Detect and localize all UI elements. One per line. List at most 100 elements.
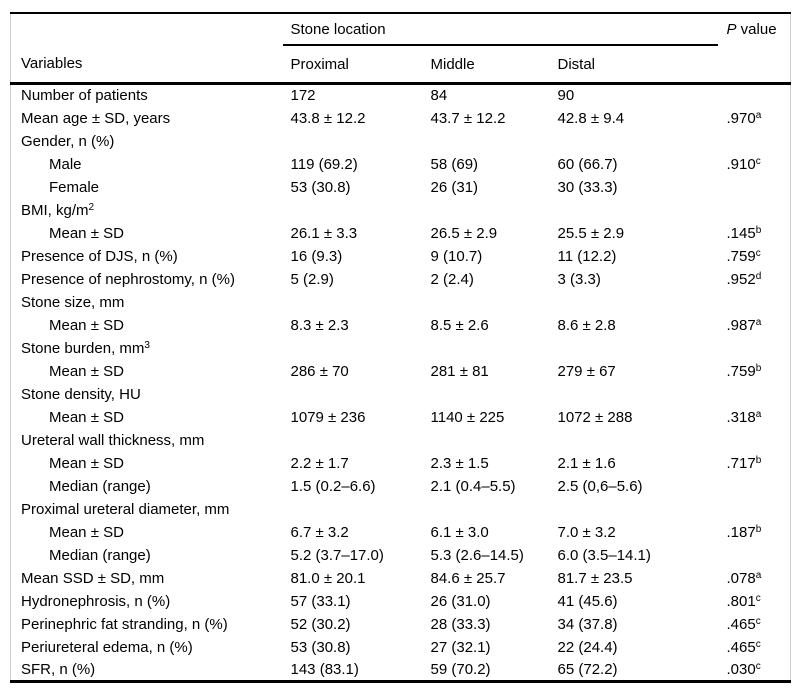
cell-distal: 7.0 ± 3.2 [557,523,616,541]
cell-variable-label: Hydronephrosis, n (%) [21,592,171,610]
group-header-row: Stone location P value [10,12,791,46]
cell-p-value [718,130,791,153]
cell-p-value: .465c [726,638,761,656]
cell-proximal: 53 (30.8) [290,638,351,656]
cell-p-value: .952d [726,270,762,288]
cell-proximal: 5.2 (3.7–17.0) [290,546,384,564]
cell-proximal [283,383,423,406]
cell-middle [423,130,550,153]
cell-variable-label: Presence of DJS, n (%) [21,247,178,265]
table-row: Mean ± SD 8.3 ± 2.3 8.5 ± 2.6 8.6 ± 2.8 .987… [11,314,791,337]
cell-p-value [718,337,791,360]
superscript: c [755,155,761,167]
cell-variable-label: Stone burden, mm3 [21,339,150,357]
cell-variable-label: Mean ± SD [49,454,124,472]
cell-proximal: 43.8 ± 12.2 [290,109,366,127]
cell-proximal: 1079 ± 236 [290,408,366,426]
cell-p-value: .465c [726,615,761,633]
column-header-proximal: Proximal [282,45,423,85]
cell-distal: 25.5 ± 2.9 [557,224,625,242]
cell-p-value: .078a [726,569,762,587]
cell-middle: 2 (2.4) [430,270,474,288]
group-header-stone-location: Stone location [282,12,718,46]
cell-middle: 27 (32.1) [430,638,491,656]
cell-distal [550,291,718,314]
cell-distal: 279 ± 67 [557,362,616,380]
cell-distal [550,130,718,153]
cell-distal: 90 [557,87,575,105]
table-row: BMI, kg/m2 [11,199,791,222]
cell-middle: 58 (69) [430,155,479,173]
cell-middle: 9 (10.7) [430,247,483,265]
column-header-variables: Variables [10,45,283,85]
cell-middle [423,429,550,452]
cell-proximal: 53 (30.8) [290,178,351,196]
table-row: Female 53 (30.8) 26 (31) 30 (33.3) [11,176,791,199]
cell-distal [550,383,718,406]
column-header-row: Variables Proximal Middle Distal [10,45,791,85]
comparison-table: Stone location P value Variables Proxima… [10,12,791,683]
cell-p-value: .318a [726,408,762,426]
cell-middle [423,383,550,406]
cell-variable-label: Periureteral edema, n (%) [21,638,193,656]
superscript: b [755,523,762,535]
cell-distal: 81.7 ± 23.5 [557,569,633,587]
cell-middle: 8.5 ± 2.6 [430,316,489,334]
p-value-header: P value [717,12,791,45]
cell-middle [423,291,550,314]
table-row: Mean ± SD 26.1 ± 3.3 26.5 ± 2.9 25.5 ± 2.9.… [11,222,791,245]
cell-variable-label: Median (range) [49,477,151,495]
superscript: 3 [144,339,150,351]
superscript: c [755,592,761,604]
table-row: Number of patients 172 84 90 [11,84,791,107]
cell-distal: 2.1 ± 1.6 [557,454,616,472]
cell-proximal: 16 (9.3) [290,247,343,265]
cell-p-value: .187b [726,523,762,541]
cell-variable-label: Mean ± SD [49,316,124,334]
cell-variable-label: Stone size, mm [21,293,125,311]
table-row: Mean SSD ± SD, mm 81.0 ± 20.1 84.6 ± 25.7 8… [11,567,791,590]
cell-middle: 26 (31.0) [430,592,491,610]
cell-variable-label: Proximal ureteral diameter, mm [21,500,230,518]
table-row: Stone density, HU [11,383,791,406]
cell-proximal: 26.1 ± 3.3 [290,224,358,242]
table-header: Stone location P value Variables Proxima… [10,12,791,85]
table-row: Mean ± SD 2.2 ± 1.7 2.3 ± 1.5 2.1 ± 1.6 .717… [11,452,791,475]
cell-variable-label: Median (range) [49,546,151,564]
cell-variable-label: BMI, kg/m2 [21,201,95,219]
cell-proximal [283,130,423,153]
cell-variable-label: Stone density, HU [21,385,141,403]
cell-distal [550,498,718,521]
cell-proximal: 81.0 ± 20.1 [290,569,366,587]
cell-variable-label: Female [49,178,100,196]
cell-middle: 84.6 ± 25.7 [430,569,506,587]
cell-distal [550,199,718,222]
cell-middle: 26.5 ± 2.9 [430,224,498,242]
table-row: Hydronephrosis, n (%) 57 (33.1) 26 (31.0) 4… [11,590,791,613]
cell-proximal [283,291,423,314]
cell-p-value [718,544,791,567]
cell-middle: 43.7 ± 12.2 [430,109,506,127]
cell-distal [550,337,718,360]
table-row: Median (range) 5.2 (3.7–17.0) 5.3 (2.6–14.… [11,544,791,567]
cell-p-value: .970a [726,109,762,127]
cell-middle: 2.1 (0.4–5.5) [430,477,516,495]
cell-p-value: .759b [726,362,762,380]
cell-variable-label: Number of patients [21,87,148,105]
table-row: Presence of nephrostomy, n (%) 5 (2.9) 2 (… [11,268,791,291]
cell-middle [423,199,550,222]
cell-middle: 1140 ± 225 [430,408,505,426]
cell-variable-label: Mean age ± SD, years [21,109,171,127]
cell-middle: 26 (31) [430,178,479,196]
cell-proximal: 143 (83.1) [282,658,423,683]
cell-distal: 41 (45.6) [557,592,618,610]
table-row: Stone burden, mm3 [11,337,791,360]
cell-middle: 281 ± 81 [430,362,489,380]
cell-p-value [718,199,791,222]
superscript: c [755,247,761,259]
cell-p-value: .759c [726,247,761,265]
cell-distal: 42.8 ± 9.4 [557,109,625,127]
cell-proximal: 172 [290,87,316,105]
cell-p-value [718,498,791,521]
